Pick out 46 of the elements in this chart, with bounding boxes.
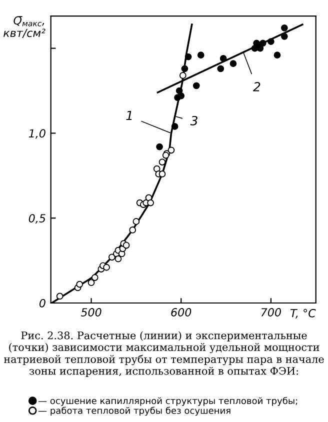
point	[280, 32, 288, 40]
point	[129, 226, 136, 234]
point	[91, 274, 98, 281]
x-tick-label: 700	[261, 308, 281, 316]
point	[158, 170, 166, 178]
point	[88, 279, 95, 286]
point	[171, 122, 178, 130]
point	[217, 65, 224, 72]
annotation: 2	[253, 82, 260, 92]
point	[114, 255, 122, 262]
point	[145, 194, 152, 202]
point	[132, 218, 140, 225]
point	[181, 65, 188, 72]
point	[256, 44, 264, 52]
point	[259, 40, 266, 47]
point	[184, 53, 192, 60]
point	[103, 264, 110, 271]
point	[280, 24, 288, 32]
point	[108, 254, 116, 261]
x-tick-label: 500	[80, 308, 102, 316]
x-axis-title: T, °C	[290, 308, 316, 318]
x-tick-label: 600	[171, 308, 192, 316]
point	[274, 52, 281, 59]
point	[56, 292, 64, 300]
y-tick-label: 0,5	[28, 214, 46, 224]
annotation: 1	[126, 110, 132, 120]
y-axis-title: Q̄$_{макс}$, квт/см²	[4, 16, 46, 38]
point	[158, 158, 166, 166]
y-tick-label: 0	[39, 298, 46, 308]
point	[156, 143, 163, 150]
point	[147, 199, 154, 206]
y-tick-label: 1,0	[28, 129, 46, 139]
point	[168, 146, 175, 154]
point	[176, 87, 183, 94]
point	[197, 52, 204, 59]
point	[76, 280, 84, 288]
legend-label: — работа тепловой трубы без осушения	[38, 406, 230, 416]
point	[268, 38, 274, 45]
point	[192, 82, 200, 90]
point	[220, 55, 227, 62]
annotation: 3	[190, 116, 198, 126]
text: Рис. 2.38. Расчетные (линии) и экспериментальные (точки) зависимости максимальной удельной мощности натриевой тепловой трубы от температуры пара в начале зоны испарения, использованной в опытах ФЭИ:	[4, 331, 324, 377]
point	[179, 72, 186, 79]
legend-label: — осушение капиллярной структуры тепловой трубы;	[38, 396, 298, 406]
point	[122, 242, 130, 249]
point	[230, 60, 237, 68]
